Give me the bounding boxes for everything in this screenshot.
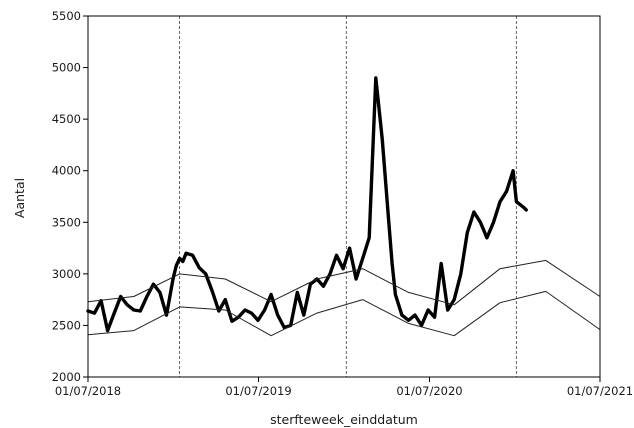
y-axis-title: Aantal bbox=[12, 178, 27, 218]
y-tick-label: 5500 bbox=[52, 9, 81, 23]
axes: 2000 2500 3000 3500 4000 4500 5000 5500 01/07/20… bbox=[52, 9, 633, 398]
x-tick-label: 01/07/2019 bbox=[225, 384, 291, 398]
y-tick-label: 4000 bbox=[52, 164, 81, 178]
x-axis-title: sterfteweek_einddatum bbox=[270, 412, 418, 427]
x-tick-label: 01/07/2020 bbox=[396, 384, 462, 398]
y-tick-label: 4500 bbox=[52, 112, 81, 126]
y-tick-label: 5000 bbox=[52, 61, 81, 75]
series-line-observed bbox=[86, 76, 528, 333]
y-tick-label: 3000 bbox=[52, 267, 81, 281]
y-tick-label: 3500 bbox=[52, 215, 81, 229]
series-line-upper-band bbox=[87, 259, 601, 306]
y-tick-label: 2500 bbox=[52, 318, 81, 332]
y-tick-label: 2000 bbox=[52, 370, 81, 384]
plot-frame bbox=[87, 15, 601, 378]
x-tick-label: 01/07/2018 bbox=[55, 384, 121, 398]
x-tick-label: 01/07/2021 bbox=[567, 384, 633, 398]
series-line-lower-band bbox=[87, 290, 601, 337]
plot-area bbox=[86, 16, 601, 377]
